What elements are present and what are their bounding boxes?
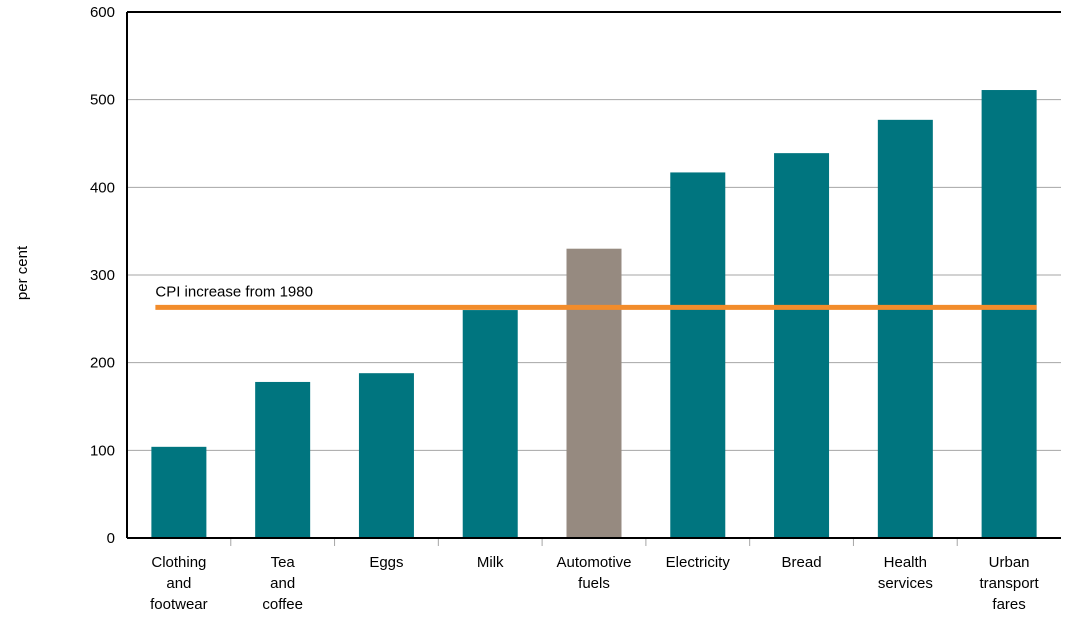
- y-tick-label: 500: [90, 92, 115, 109]
- bar: [358, 373, 414, 538]
- x-tick-label: Urban transport fares: [980, 554, 1040, 613]
- labels: 0 100 200 300 400 500 600 Clothing and footwear Te…: [90, 4, 1040, 613]
- cpi-reference-label: CPI increase from 1980: [155, 283, 313, 300]
- x-tick-label: Milk: [477, 554, 504, 571]
- y-axis-title: per cent: [14, 245, 31, 300]
- y-tick-label: 200: [90, 355, 115, 372]
- x-tick-label: Health services: [878, 554, 933, 592]
- bar: [774, 153, 830, 539]
- x-tick-label: Automotive fuels: [556, 554, 631, 592]
- x-tick-label: Electricity: [666, 554, 731, 571]
- bar: [981, 90, 1037, 539]
- x-tick-label: Tea and coffee: [262, 554, 303, 613]
- bar: [566, 248, 622, 538]
- reference-line-group: CPI increase from 1980: [155, 283, 1037, 310]
- axes: [126, 11, 1061, 546]
- y-tick-label: 400: [90, 179, 115, 196]
- y-tick-label: 100: [90, 442, 115, 459]
- bars: [151, 90, 1037, 539]
- bar: [670, 172, 726, 538]
- bar: [255, 381, 311, 538]
- bar: [462, 310, 518, 538]
- y-tick-label: 0: [107, 530, 115, 547]
- x-tick-label: Bread: [782, 554, 822, 571]
- bar: [151, 446, 207, 538]
- x-tick-label: Clothing and footwear: [150, 554, 208, 613]
- bar: [877, 119, 933, 538]
- y-tick-label: 600: [90, 4, 115, 21]
- y-tick-label: 300: [90, 267, 115, 284]
- x-tick-label: Eggs: [369, 554, 403, 571]
